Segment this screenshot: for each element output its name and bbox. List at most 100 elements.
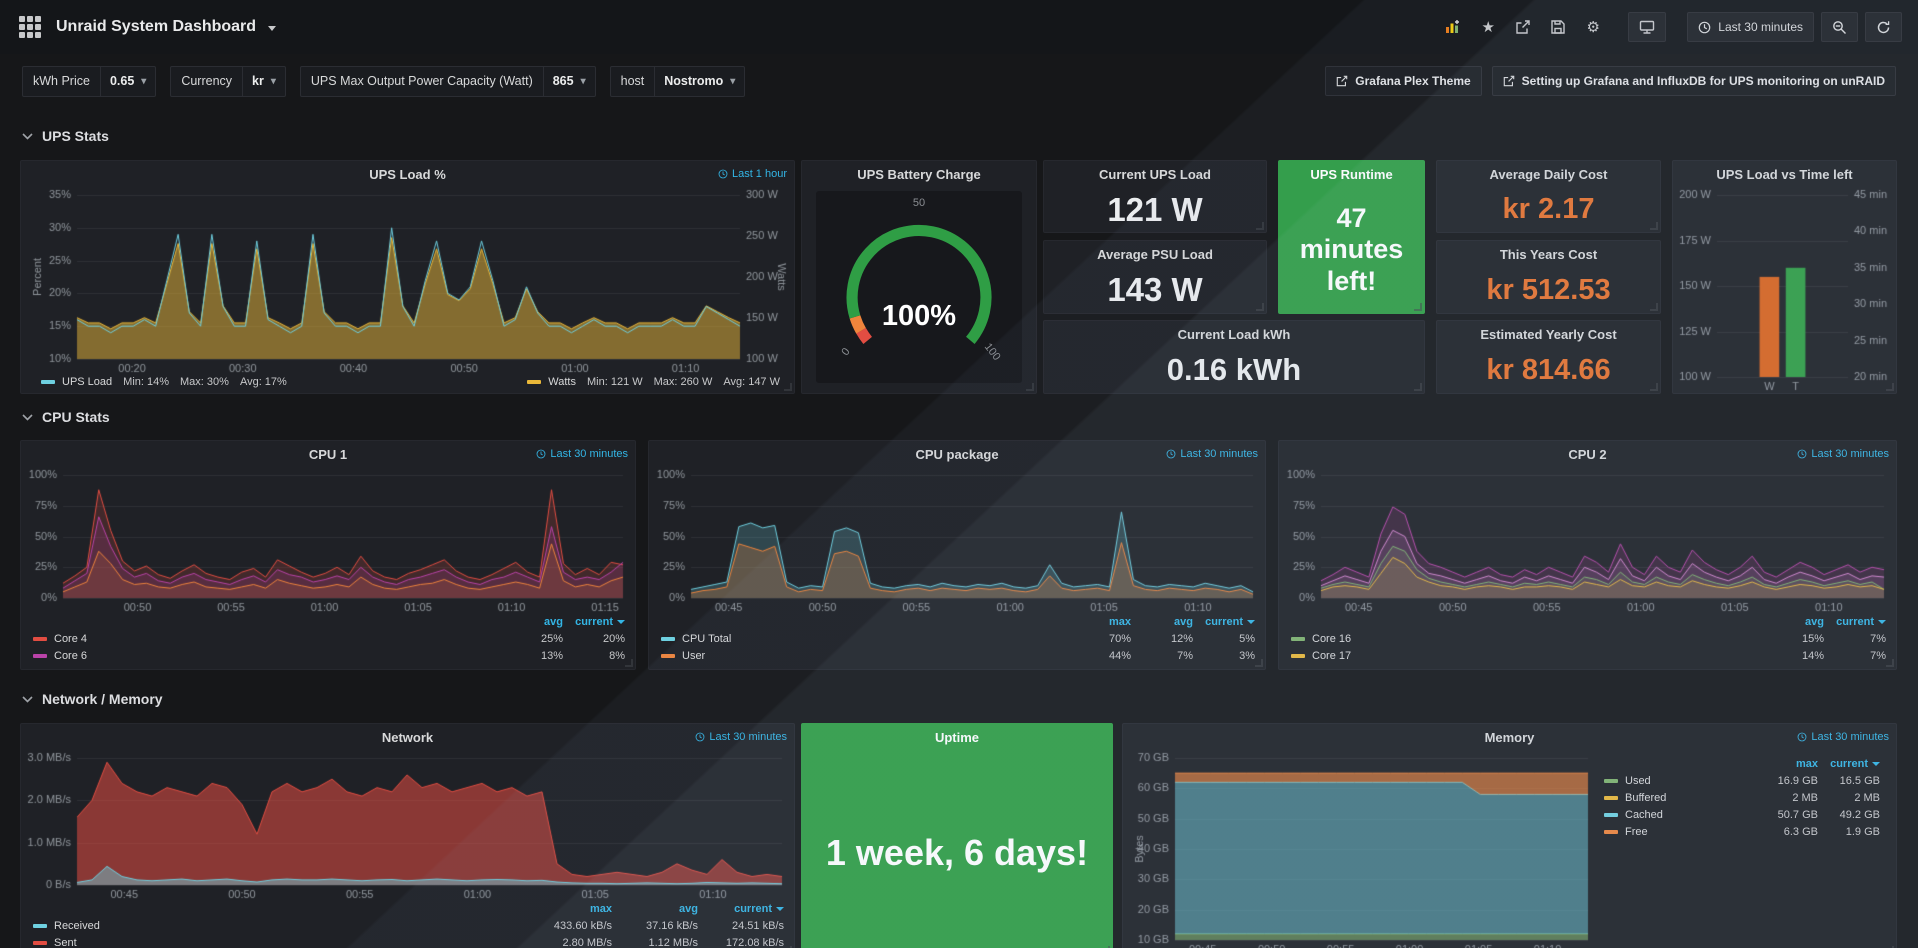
series-swatch xyxy=(1604,829,1618,834)
legend-item[interactable]: Cached xyxy=(1604,809,1756,821)
series-swatch xyxy=(661,636,675,641)
section-cpu-stats[interactable]: CPU Stats xyxy=(22,409,110,425)
panel-current-load-kwh: Current Load kWh 0.16 kWh xyxy=(1043,320,1425,394)
var-value: Nostromo xyxy=(664,74,724,88)
panel-ups-runtime: UPS Runtime 47 minutes left! xyxy=(1278,160,1425,314)
ups-load-chart[interactable] xyxy=(21,187,794,375)
legend-item[interactable]: Core 6 xyxy=(33,650,501,662)
panel-network: Network Last 30 minutes max avg current … xyxy=(20,723,795,948)
add-panel-icon[interactable] xyxy=(1439,13,1467,41)
panel-title[interactable]: This Years Cost xyxy=(1499,246,1598,262)
legend-item[interactable]: Used xyxy=(1604,775,1756,787)
legend-item[interactable]: Received xyxy=(33,920,526,932)
section-network-memory[interactable]: Network / Memory xyxy=(22,691,163,707)
stat-value: 0.16 kWh xyxy=(1166,352,1302,387)
network-chart[interactable] xyxy=(21,750,794,901)
panel-title[interactable]: Average Daily Cost xyxy=(1489,166,1608,182)
section-ups-stats[interactable]: UPS Stats xyxy=(22,128,109,144)
legend-item[interactable]: Sent xyxy=(33,937,526,948)
panel-title[interactable]: UPS Load vs Time left xyxy=(1716,166,1853,182)
legend-item[interactable]: User xyxy=(661,650,1069,662)
legend-sort-avg[interactable]: avg xyxy=(544,616,563,628)
series-swatch xyxy=(661,653,675,658)
series-swatch xyxy=(1291,653,1305,658)
legend-item[interactable]: Core 17 xyxy=(1291,650,1762,662)
legend: max current Used 16.9 GB 16.5 GB Buffere… xyxy=(1600,750,1896,948)
chevron-down-icon xyxy=(22,132,33,140)
share-icon[interactable] xyxy=(1509,13,1537,41)
var-value: 865 xyxy=(552,74,574,88)
zoom-out-button[interactable] xyxy=(1821,12,1858,42)
var-value: kr xyxy=(252,74,264,88)
load-vs-time-chart[interactable] xyxy=(1673,187,1896,393)
panel-title[interactable]: Current Load kWh xyxy=(1177,326,1291,342)
legend-sort-current[interactable]: current xyxy=(1193,616,1255,628)
refresh-icon[interactable] xyxy=(1865,12,1902,42)
legend-item[interactable]: Core 16 xyxy=(1291,633,1762,645)
legend: avg current Core 4 25% 20% Core 6 13% 8% xyxy=(21,614,635,669)
panel-title[interactable]: UPS Load % xyxy=(369,166,446,182)
cpu1-chart[interactable] xyxy=(21,467,635,614)
memory-chart[interactable] xyxy=(1123,750,1600,948)
legend-sort-max[interactable]: max xyxy=(589,903,612,915)
panel-title[interactable]: Network xyxy=(381,729,434,745)
cpu-package-chart[interactable] xyxy=(649,467,1265,614)
link-grafana-plex-theme[interactable]: Grafana Plex Theme xyxy=(1325,66,1482,96)
chevron-down-icon: ▾ xyxy=(580,75,586,87)
legend-sort-avg[interactable]: avg xyxy=(1174,616,1193,628)
legend-item[interactable]: Buffered xyxy=(1604,792,1756,804)
time-override: Last 30 minutes xyxy=(1166,448,1258,460)
legend-row: User 44% 7% 3% xyxy=(661,647,1255,664)
panel-title[interactable]: UPS Battery Charge xyxy=(857,166,981,182)
panel-title[interactable]: Average PSU Load xyxy=(1097,246,1213,262)
tv-mode-button[interactable] xyxy=(1628,12,1667,42)
var-host[interactable]: host Nostromo ▾ xyxy=(609,65,746,97)
legend-sort-current[interactable]: current xyxy=(1824,616,1886,628)
legend-item[interactable]: Watts Min: 121 W Max: 260 W Avg: 147 W xyxy=(527,376,780,388)
panel-title[interactable]: CPU package xyxy=(915,446,999,462)
legend-sort-avg[interactable]: avg xyxy=(1805,616,1824,628)
legend-sort-max[interactable]: max xyxy=(1108,616,1131,628)
dashboard-title[interactable]: Unraid System Dashboard xyxy=(56,18,257,35)
var-kwh-price[interactable]: kWh Price 0.65 ▾ xyxy=(22,65,157,97)
legend-sort-current[interactable]: current xyxy=(698,903,784,915)
legend-row: Sent 2.80 MB/s 1.12 MB/s 172.08 kB/s xyxy=(33,934,784,948)
panel-title[interactable]: UPS Runtime xyxy=(1310,166,1393,182)
legend-row: Free 6.3 GB 1.9 GB xyxy=(1604,823,1880,840)
navbar: Unraid System Dashboard ★ ⚙ Last 30 minu… xyxy=(0,0,1918,54)
legend-sort-current[interactable]: current xyxy=(563,616,625,628)
series-swatch xyxy=(1604,795,1618,800)
panel-title[interactable]: CPU 1 xyxy=(308,446,348,462)
var-ups-max-output[interactable]: UPS Max Output Power Capacity (Watt) 865… xyxy=(299,65,596,97)
legend-sort-current[interactable]: current xyxy=(1818,758,1880,770)
time-override: Last 1 hour xyxy=(718,168,787,180)
legend-sort-avg[interactable]: avg xyxy=(679,903,698,915)
save-icon[interactable] xyxy=(1544,13,1572,41)
time-picker-button[interactable]: Last 30 minutes xyxy=(1687,12,1814,42)
time-override: Last 30 minutes xyxy=(1797,731,1889,743)
legend: max avg current Received 433.60 kB/s 37.… xyxy=(21,901,794,948)
panel-title[interactable]: CPU 2 xyxy=(1568,446,1607,462)
dashboards-grid-icon[interactable] xyxy=(16,13,44,41)
panel-title[interactable]: Memory xyxy=(1484,729,1535,745)
panel-this-years-cost: This Years Cost kr 512.53 xyxy=(1436,240,1661,314)
time-override: Last 30 minutes xyxy=(1797,448,1889,460)
stat-value: 1 week, 6 days! xyxy=(825,832,1089,873)
settings-gear-icon[interactable]: ⚙ xyxy=(1586,18,1600,36)
time-override: Last 30 minutes xyxy=(536,448,628,460)
series-swatch xyxy=(33,653,47,658)
star-icon[interactable]: ★ xyxy=(1481,18,1495,36)
time-override: Last 30 minutes xyxy=(695,731,787,743)
legend-sort-max[interactable]: max xyxy=(1795,758,1818,770)
link-ups-monitoring-guide[interactable]: Setting up Grafana and InfluxDB for UPS … xyxy=(1491,66,1896,96)
var-currency[interactable]: Currency kr ▾ xyxy=(170,65,286,97)
legend-item[interactable]: UPS Load Min: 14% Max: 30% Avg: 17% xyxy=(41,376,287,388)
panel-title[interactable]: Uptime xyxy=(934,729,980,745)
legend-item[interactable]: CPU Total xyxy=(661,633,1069,645)
legend-item[interactable]: Core 4 xyxy=(33,633,501,645)
cpu2-chart[interactable] xyxy=(1279,467,1896,614)
title-caret-icon[interactable] xyxy=(268,26,277,31)
panel-title[interactable]: Estimated Yearly Cost xyxy=(1480,326,1617,342)
panel-title[interactable]: Current UPS Load xyxy=(1099,166,1211,182)
legend-item[interactable]: Free xyxy=(1604,826,1756,838)
